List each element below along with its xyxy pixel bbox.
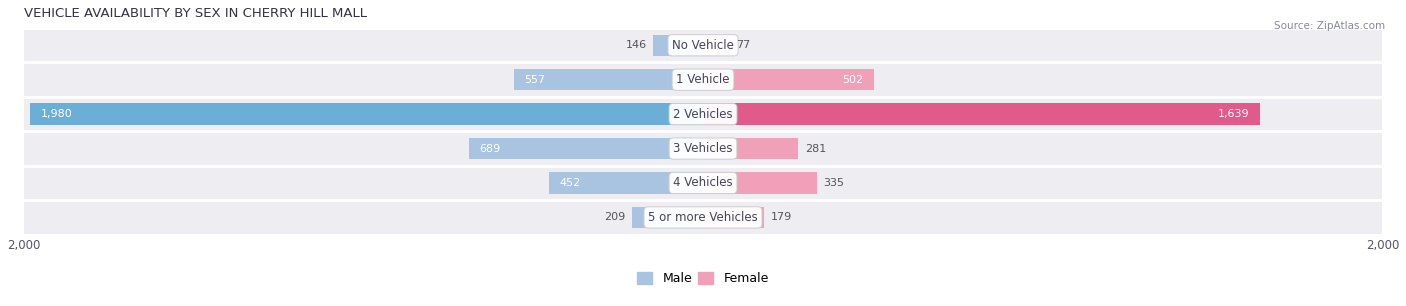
Bar — [31, 103, 703, 125]
Text: 281: 281 — [806, 144, 827, 154]
Bar — [703, 69, 873, 90]
Bar — [24, 62, 1382, 97]
Text: 4 Vehicles: 4 Vehicles — [673, 177, 733, 189]
Bar — [550, 172, 703, 194]
Bar — [24, 131, 1382, 166]
Bar — [513, 69, 703, 90]
Bar — [24, 97, 1382, 131]
Text: 209: 209 — [605, 212, 626, 222]
Bar — [24, 166, 1382, 200]
Bar — [24, 200, 1382, 235]
Text: 2 Vehicles: 2 Vehicles — [673, 108, 733, 121]
Text: 335: 335 — [824, 178, 845, 188]
Bar — [654, 35, 703, 56]
Text: 502: 502 — [842, 75, 863, 85]
Text: 689: 689 — [479, 144, 501, 154]
Bar — [24, 28, 1382, 62]
Bar — [703, 103, 1260, 125]
Text: 1,980: 1,980 — [41, 109, 72, 119]
Text: No Vehicle: No Vehicle — [672, 39, 734, 52]
Bar — [633, 207, 703, 228]
Text: 3 Vehicles: 3 Vehicles — [673, 142, 733, 155]
Bar — [703, 138, 799, 159]
Text: 557: 557 — [524, 75, 546, 85]
Bar — [703, 172, 817, 194]
Bar — [703, 207, 763, 228]
Bar — [470, 138, 703, 159]
Text: 1 Vehicle: 1 Vehicle — [676, 73, 730, 86]
Text: 452: 452 — [560, 178, 581, 188]
Text: VEHICLE AVAILABILITY BY SEX IN CHERRY HILL MALL: VEHICLE AVAILABILITY BY SEX IN CHERRY HI… — [24, 7, 367, 20]
Text: 146: 146 — [626, 40, 647, 50]
Legend: Male, Female: Male, Female — [633, 267, 773, 290]
Bar — [703, 35, 730, 56]
Text: 5 or more Vehicles: 5 or more Vehicles — [648, 211, 758, 224]
Text: 1,639: 1,639 — [1218, 109, 1250, 119]
Text: 77: 77 — [735, 40, 751, 50]
Text: 179: 179 — [770, 212, 792, 222]
Text: Source: ZipAtlas.com: Source: ZipAtlas.com — [1274, 21, 1385, 32]
